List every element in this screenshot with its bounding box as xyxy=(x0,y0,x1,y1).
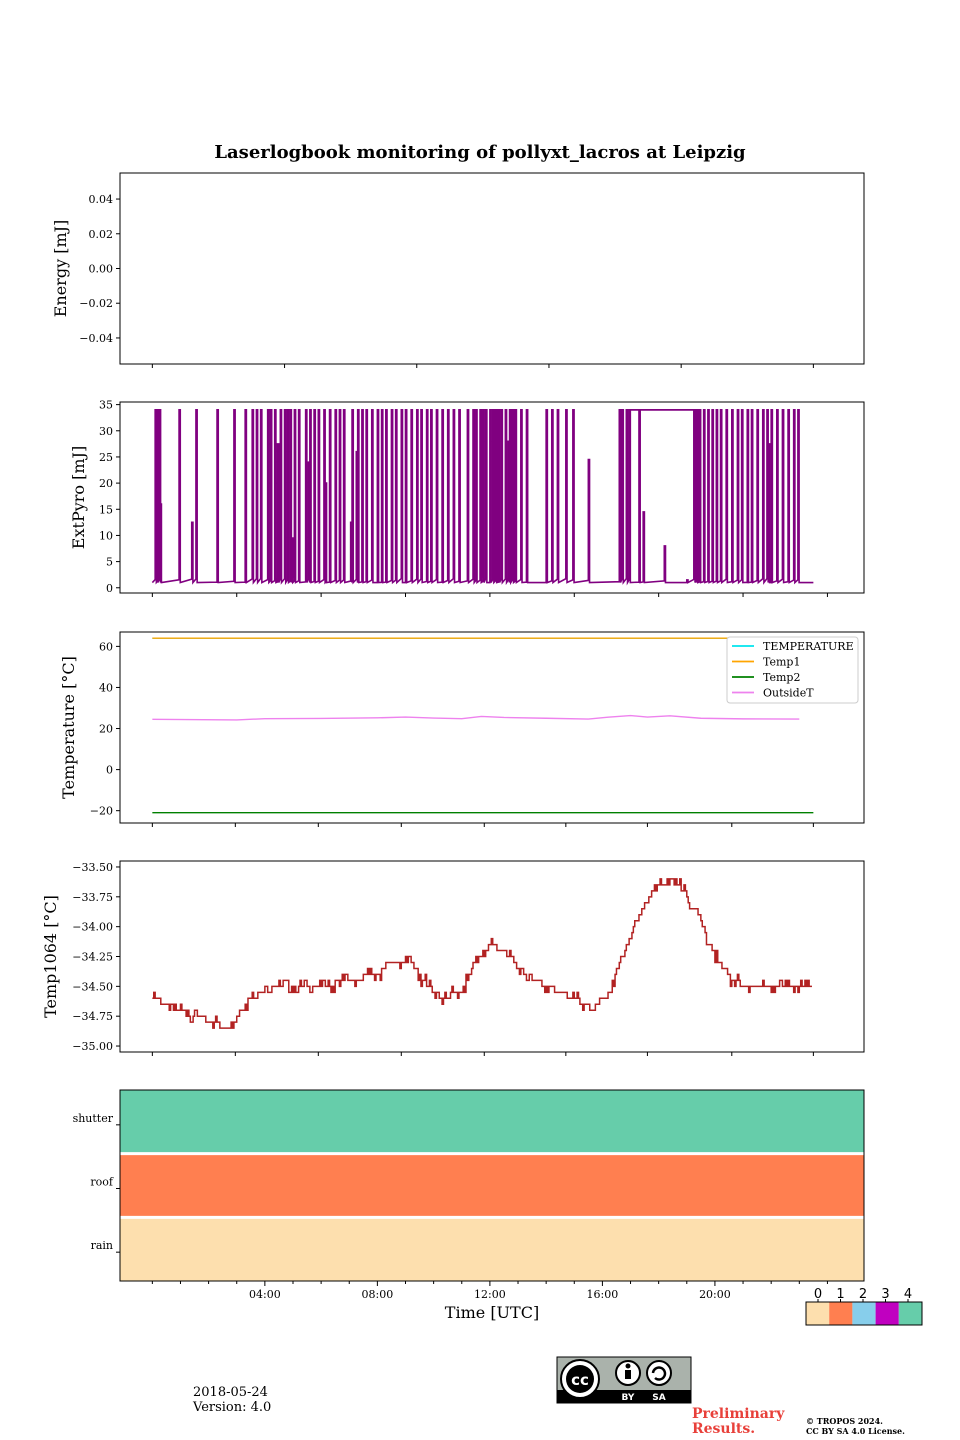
status-row-rain xyxy=(120,1217,864,1281)
y-tick-label: 20 xyxy=(99,723,113,736)
x-tick-label: 08:00 xyxy=(362,1288,394,1301)
temp1064-series-line xyxy=(152,878,812,1029)
y-tick-label: −0.02 xyxy=(79,297,113,310)
axes-frame xyxy=(119,401,865,594)
status-row-label: rain xyxy=(91,1239,113,1252)
status-row-label: shutter xyxy=(73,1112,114,1125)
y-tick-label: −0.04 xyxy=(79,332,113,345)
preliminary-label-line1: Preliminary xyxy=(692,1406,785,1422)
svg-text:cc: cc xyxy=(571,1371,589,1389)
x-tick-label: 20:00 xyxy=(699,1288,731,1301)
license-by-label: BY xyxy=(622,1393,635,1403)
panel-2: 0 5 10 15 20 25 30 35 ExtPyro [mJ] xyxy=(69,399,865,597)
extpyro-series-line xyxy=(151,409,814,586)
y-tick-label: 60 xyxy=(99,640,113,653)
legend-label: Temp2 xyxy=(763,671,800,684)
y-tick-label: 10 xyxy=(99,529,113,542)
y-tick-label: 40 xyxy=(99,681,113,694)
y-tick-label: −34.25 xyxy=(72,951,113,964)
y-tick-label: −34.00 xyxy=(72,921,113,934)
y-tick-label: 0.04 xyxy=(89,193,114,206)
panel-1: 0.04 0.02 0.00 −0.02 −0.04 Energy [mJ] xyxy=(51,172,865,368)
y-tick-label: 20 xyxy=(99,477,113,490)
y-tick-label: −33.75 xyxy=(72,891,113,904)
y-axis-label: Temperature [°C] xyxy=(59,656,78,799)
y-tick-label: −34.50 xyxy=(72,980,113,993)
y-tick-label: −34.75 xyxy=(72,1010,113,1023)
colorbar-frame xyxy=(805,1301,923,1326)
y-axis-label: Temp1064 [°C] xyxy=(41,895,60,1018)
panel-4: −33.50 −33.75 −34.00 −34.25 −34.50 −34.75 −35.… xyxy=(41,860,865,1056)
legend-label: OutsideT xyxy=(763,687,814,700)
y-tick-label: −20 xyxy=(90,805,113,818)
y-tick-label: 15 xyxy=(99,503,113,516)
y-tick-label: 0.00 xyxy=(89,263,114,276)
colorbar-tick-label: 1 xyxy=(836,1287,844,1302)
colorbar-swatch xyxy=(852,1302,876,1325)
status-row-roof xyxy=(120,1153,864,1218)
y-tick-label: 25 xyxy=(99,451,113,464)
y-tick-label: −35.00 xyxy=(72,1040,113,1053)
y-tick-label: 0 xyxy=(106,764,113,777)
y-axis-label: Energy [mJ] xyxy=(51,220,70,318)
x-tick-label: 04:00 xyxy=(249,1288,281,1301)
y-tick-label: 30 xyxy=(99,425,113,438)
y-tick-label: 35 xyxy=(99,399,113,412)
colorbar-tick-label: 4 xyxy=(904,1287,912,1302)
y-tick-label: 0.02 xyxy=(89,228,114,241)
legend-box xyxy=(726,636,859,704)
axes-frame xyxy=(119,1089,865,1282)
date-label: 2018-05-24 xyxy=(193,1385,268,1400)
status-row-shutter xyxy=(120,1090,864,1154)
y-axis-label: ExtPyro [mJ] xyxy=(69,446,88,549)
copyright-line1: © TROPOS 2024. xyxy=(806,1416,883,1426)
colorbar-swatch xyxy=(806,1302,830,1325)
legend-label: TEMPERATURE xyxy=(763,640,854,653)
legend-label: Temp1 xyxy=(763,656,800,669)
axes-frame xyxy=(119,172,865,365)
colorbar-tick-label: 0 xyxy=(814,1287,822,1302)
colorbar-swatch xyxy=(829,1302,853,1325)
colorbar-tick-label: 3 xyxy=(881,1287,889,1302)
copyright-line2: CC BY SA 4.0 License. xyxy=(806,1426,905,1436)
panel-3: −20 0 20 40 60 Temperature [°C] TEMPERATURE Tem… xyxy=(59,631,865,827)
y-tick-label: −33.50 xyxy=(72,861,113,874)
colorbar-tick-label: 2 xyxy=(859,1287,867,1302)
status-row-label: roof xyxy=(90,1176,114,1189)
colorbar-swatch xyxy=(875,1302,899,1325)
legend: TEMPERATURE Temp1 Temp2 OutsideT xyxy=(726,636,859,704)
series-line-outsidet xyxy=(152,714,800,721)
x-axis-label: Time [UTC] xyxy=(445,1303,539,1322)
colorbar-swatch xyxy=(898,1302,922,1325)
panel-5: shutter roof rain 04:00 08:00 12:00 16:00 20:00 xyxy=(73,1089,865,1301)
preliminary-label-line2: Results. xyxy=(692,1421,755,1437)
y-tick-label: 0 xyxy=(106,582,113,595)
axes-frame xyxy=(119,631,865,824)
x-tick-label: 12:00 xyxy=(474,1288,506,1301)
x-tick-label: 16:00 xyxy=(587,1288,619,1301)
chart-title: Laserlogbook monitoring of pollyxt_lacro… xyxy=(214,142,746,163)
license-sa-label: SA xyxy=(652,1393,665,1403)
axes-frame xyxy=(119,860,865,1053)
cc-by-sa-icon: cc BY SA xyxy=(556,1356,692,1404)
y-tick-label: 5 xyxy=(106,556,113,569)
version-label: Version: 4.0 xyxy=(192,1400,271,1415)
